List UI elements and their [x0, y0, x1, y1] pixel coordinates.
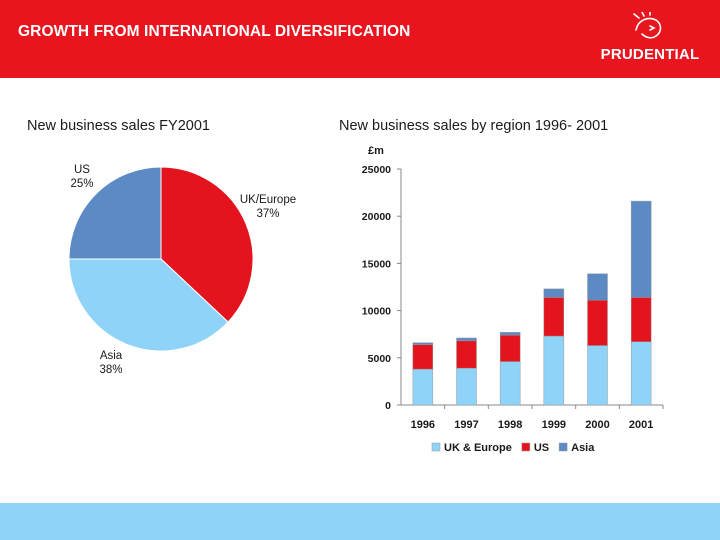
- bar-asia-2000: [587, 273, 608, 301]
- legend-swatch-asia: [558, 442, 568, 452]
- bar-uk-europe-1996: [412, 368, 434, 406]
- bar-asia-1999: [543, 288, 565, 298]
- y-tick-label: 0: [385, 400, 391, 412]
- bar-us-1999: [543, 297, 565, 337]
- bar-us-2000: [587, 299, 608, 346]
- bar-uk-europe-1997: [456, 367, 477, 406]
- y-tick-label: 10000: [362, 306, 391, 318]
- y-axis-unit-label: £m: [368, 145, 384, 157]
- pie-label-asia: Asia 38%: [99, 350, 122, 376]
- bar-us-1997: [456, 340, 477, 369]
- slide-title: GROWTH FROM INTERNATIONAL DIVERSIFICATIO…: [18, 23, 411, 40]
- bar-uk-europe-2000: [587, 345, 608, 406]
- y-tick-label: 5000: [368, 353, 392, 365]
- bar-uk-europe-1998: [499, 361, 521, 406]
- pie-label-uk-europe: UK/Europe 37%: [240, 194, 296, 220]
- legend-label-us: US: [534, 442, 549, 454]
- bar-uk-europe-2001: [630, 341, 652, 406]
- legend-swatch-uk-europe: [431, 442, 441, 452]
- legend-label-asia: Asia: [571, 442, 595, 454]
- prudence-head-icon: [633, 12, 662, 39]
- y-tick-label: 15000: [362, 258, 391, 270]
- x-tick-label-2001: 2001: [629, 419, 653, 431]
- pie-slice-asia: [68, 258, 229, 352]
- logo-wordmark: PRUDENTIAL: [600, 46, 700, 63]
- footer-bar: [0, 503, 720, 540]
- legend-swatch-us: [521, 442, 531, 452]
- y-tick-label: 20000: [362, 211, 391, 223]
- bar-asia-1996: [412, 342, 434, 345]
- bar-uk-europe-1999: [543, 335, 565, 406]
- bar-asia-1998: [499, 332, 521, 336]
- pie-slice-us: [68, 166, 162, 260]
- pie-slice-uk-europe: [160, 166, 254, 323]
- bar-asia-1997: [456, 337, 477, 342]
- x-tick-label-1996: 1996: [411, 419, 435, 431]
- bar-us-1996: [412, 344, 434, 370]
- x-tick-label-1997: 1997: [454, 419, 478, 431]
- pie-label-us: US 25%: [70, 164, 93, 190]
- bar-us-2001: [630, 297, 652, 343]
- bar-chart-title: New business sales by region 1996- 2001: [339, 118, 609, 134]
- bar-us-1998: [499, 334, 521, 362]
- y-tick-label: 25000: [362, 164, 391, 176]
- prudential-logo: PRUDENTIAL: [592, 12, 708, 68]
- bar-asia-2001: [630, 200, 652, 298]
- legend-label-uk-europe: UK & Europe: [444, 442, 512, 454]
- header-bar: GROWTH FROM INTERNATIONAL DIVERSIFICATIO…: [0, 0, 720, 78]
- x-tick-label-1999: 1999: [542, 419, 566, 431]
- x-tick-label-1998: 1998: [498, 419, 522, 431]
- x-tick-label-2000: 2000: [585, 419, 609, 431]
- pie-chart-title: New business sales FY2001: [27, 118, 210, 134]
